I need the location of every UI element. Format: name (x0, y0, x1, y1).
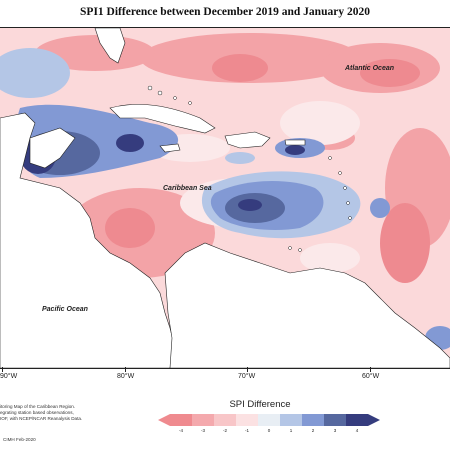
small-islands (147, 85, 352, 252)
legend-tick-label: 2 (311, 428, 315, 433)
colorbar-segment (324, 414, 346, 426)
colorbar-segment (258, 414, 280, 426)
colorbar-left-arrow (158, 414, 170, 426)
map-title: SPI1 Difference between December 2019 an… (80, 6, 370, 18)
lon-label-90w: 90°W (0, 373, 18, 380)
colorbar-segment (346, 414, 368, 426)
credit-line-2: egrating station based observations, (0, 410, 74, 415)
legend-tick-label: 3 (333, 428, 337, 433)
colorbar-segment (192, 414, 214, 426)
legend-tick-label: 4 (355, 428, 359, 433)
strong-negative-areas (105, 54, 430, 283)
pacific-ocean-label: Pacific Ocean (42, 306, 88, 313)
colorbar-segment (170, 414, 192, 426)
caribbean-sea-label: Caribbean Sea (163, 185, 212, 192)
colorbar-segment (280, 414, 302, 426)
spi-map: Atlantic Ocean Caribbean Sea Pacific Oce… (0, 27, 450, 369)
legend-tick-label: -3 (200, 428, 205, 433)
lon-tick (370, 367, 371, 372)
credit-line-4: CIMH Feb-2020 (3, 437, 36, 442)
credit-line-1: itoring Map of the Caribbean Region. (0, 404, 76, 409)
land-masses (0, 28, 450, 368)
legend-tick-label: -4 (178, 428, 183, 433)
legend-tick-label: -1 (244, 428, 249, 433)
colorbar-right-arrow (368, 414, 380, 426)
credit-line-3: IOF, with NCEP/NCAR Reanalysis Data. (0, 416, 83, 421)
legend-tick-label: -2 (222, 428, 227, 433)
legend-title: SPI Difference (229, 399, 291, 410)
map-canvas (0, 28, 450, 368)
legend-colorbar (158, 414, 380, 426)
lon-tick (247, 367, 248, 372)
colorbar-segment (214, 414, 236, 426)
lon-tick (125, 367, 126, 372)
lon-label-60w: 60°W (362, 373, 380, 380)
colorbar-segment (302, 414, 324, 426)
legend-tick-label: 1 (289, 428, 293, 433)
lon-tick (2, 367, 3, 372)
legend-tick-label: 0 (267, 428, 271, 433)
lon-label-70w: 70°W (238, 373, 256, 380)
atlantic-ocean-label: Atlantic Ocean (345, 65, 395, 72)
lon-label-80w: 80°W (117, 373, 135, 380)
colorbar-segment (236, 414, 258, 426)
